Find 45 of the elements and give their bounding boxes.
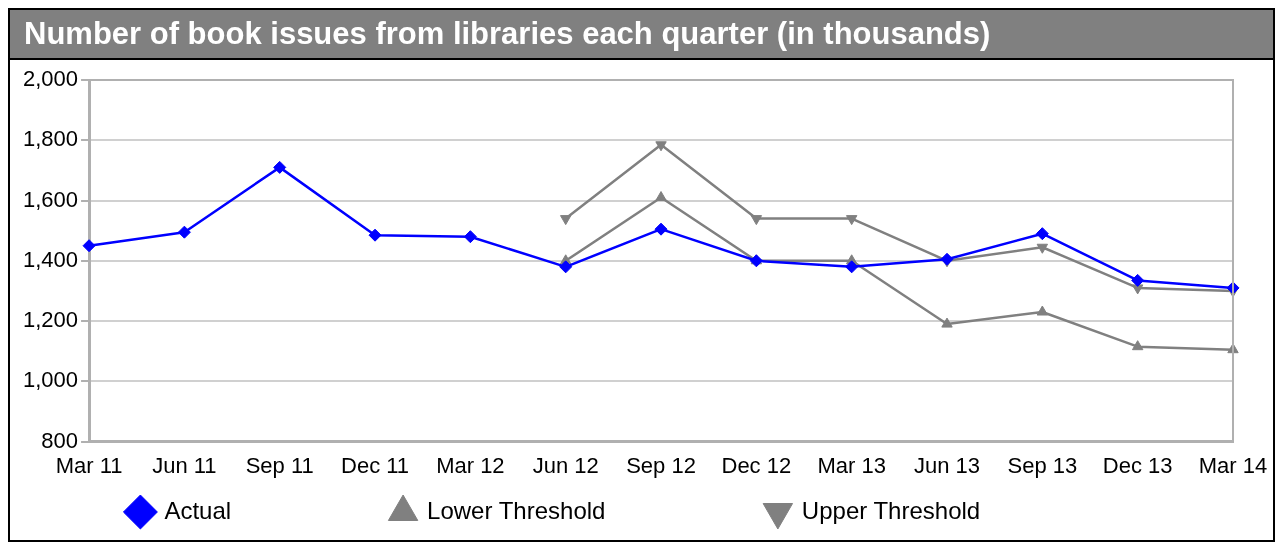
legend-label: Upper Threshold	[801, 496, 1125, 524]
point	[1036, 305, 1049, 316]
x-tick-label: Sep 12	[626, 452, 696, 478]
point	[941, 317, 953, 328]
point	[560, 215, 572, 226]
x-tick-label: Sep 13	[1007, 452, 1078, 478]
x-tick-label: Jun 13	[913, 452, 981, 478]
chart-title: Number of book issues from libraries each quarter (in thousands)	[10, 10, 1273, 60]
legend-label: Lower Threshold	[427, 496, 750, 524]
point	[1036, 243, 1049, 254]
x-tick-label: Dec 13	[1102, 452, 1173, 478]
point	[845, 260, 859, 274]
point	[845, 215, 858, 226]
legend-label: Actual	[164, 496, 376, 524]
point	[368, 228, 382, 242]
y-tick-label: 1,200	[22, 307, 79, 333]
point	[82, 239, 96, 253]
x-tick-label: Mar 12	[436, 452, 505, 478]
point	[655, 141, 667, 152]
point	[463, 230, 477, 244]
y-tick-label: 1,400	[22, 246, 79, 272]
point	[559, 260, 573, 274]
x-tick-label: Sep 11	[245, 452, 314, 478]
point	[177, 225, 191, 239]
x-tick-label: Mar 13	[817, 452, 886, 478]
point	[1035, 227, 1049, 241]
y-tick-label: 1,600	[22, 186, 79, 212]
x-tick-label: Dec 11	[341, 452, 410, 478]
point	[1131, 340, 1144, 351]
point	[750, 215, 763, 226]
x-tick-label: Mar 14	[1198, 452, 1268, 478]
y-tick-label: 800	[41, 427, 79, 453]
x-tick-label: Jun 12	[532, 452, 599, 478]
point	[1131, 284, 1144, 295]
point	[1131, 273, 1145, 287]
point	[655, 191, 667, 202]
y-tick-label: 1,800	[22, 126, 79, 152]
x-tick-label: Jun 11	[152, 452, 217, 478]
point	[273, 160, 287, 174]
point	[940, 252, 954, 266]
point	[654, 222, 668, 236]
x-tick-label: Mar 11	[55, 452, 123, 478]
y-tick-label: 1,000	[22, 367, 79, 393]
x-tick-label: Dec 12	[721, 452, 792, 478]
y-tick-label: 2,000	[22, 66, 79, 92]
